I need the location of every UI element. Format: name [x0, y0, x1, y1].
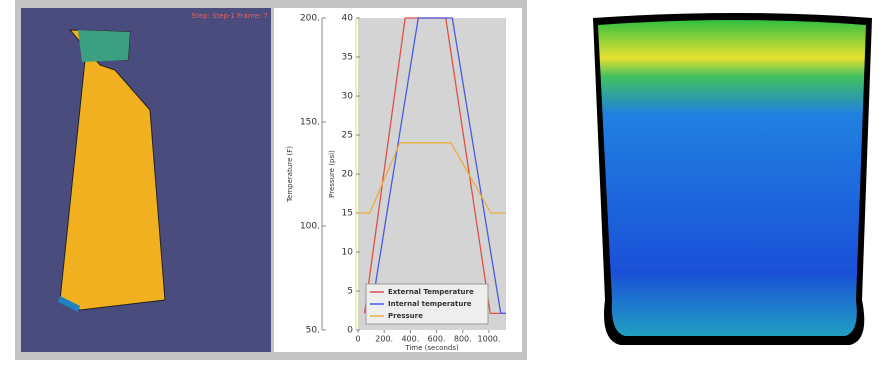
y2-tick-label: 30 [342, 92, 354, 102]
y-tick-label: 50. [306, 326, 320, 336]
y-tick-label: 150. [300, 118, 320, 128]
y2-tick-label: 10 [342, 248, 354, 258]
chart: 50. 100. 150. 200. 0 5 10 15 20 25 30 35 40 0 200. 400.… [286, 14, 506, 352]
x-tick-label: 0 [355, 335, 360, 344]
x-tick-label: 800. [454, 335, 472, 344]
legend-label: External Temperature [388, 288, 474, 296]
part-edge [58, 296, 80, 312]
heatmap [598, 20, 866, 336]
x-tick-label: 400. [401, 335, 419, 344]
viewer-status: Step: Step-1 Frame: 7 [191, 12, 268, 20]
y-tick-label: 200. [300, 14, 320, 24]
legend-label: Internal temperature [388, 300, 472, 308]
y-tick-label: 100. [300, 222, 320, 232]
plot-area [358, 18, 506, 330]
y2-tick-label: 0 [347, 326, 353, 336]
y2-tick-label: 25 [342, 131, 353, 141]
part-cap [78, 30, 130, 62]
x-tick-label: 600. [428, 335, 446, 344]
legend-label: Pressure [388, 312, 423, 320]
y2-tick-label: 5 [347, 287, 353, 297]
x-tick-label: 200. [375, 335, 393, 344]
x-axis-label: Time (seconds) [404, 344, 459, 352]
y2-tick-label: 20 [342, 170, 354, 180]
legend [365, 283, 489, 325]
y-axis-label: Temperature (F) [286, 146, 294, 203]
series-line [369, 17, 506, 320]
y2-tick-label: 35 [342, 53, 353, 63]
part-render [59, 29, 166, 311]
y2-tick-label: 40 [342, 14, 354, 24]
y2-axis-label: Pressure (psi) [328, 150, 336, 198]
x-tick-label: 1000. [478, 335, 501, 344]
y2-tick-label: 15 [342, 209, 353, 219]
series-line [358, 142, 506, 214]
